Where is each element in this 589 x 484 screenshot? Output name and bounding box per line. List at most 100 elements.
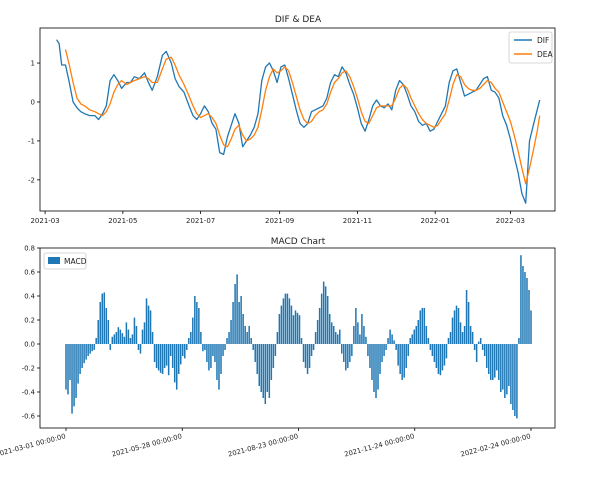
macd-bar bbox=[449, 332, 452, 344]
macd-bar bbox=[260, 344, 263, 392]
macd-bar bbox=[175, 344, 178, 390]
macd-y-tick-label: -0.6 bbox=[22, 413, 35, 421]
macd-bar bbox=[184, 344, 186, 359]
macd-bar bbox=[375, 344, 377, 398]
macd-bar bbox=[145, 298, 148, 344]
macd-bar bbox=[383, 344, 385, 356]
macd-bar bbox=[409, 338, 411, 344]
dif-dea-chart-title: DIF & DEA bbox=[275, 15, 322, 25]
macd-bar bbox=[401, 344, 403, 380]
dif-dea-y-tick-label: -2 bbox=[28, 176, 35, 184]
macd-bar bbox=[264, 344, 267, 404]
dif-dea-plot-frame bbox=[39, 27, 556, 212]
macd-bar bbox=[522, 266, 524, 344]
macd-bar bbox=[322, 281, 325, 344]
macd-bar bbox=[439, 344, 442, 376]
dif-dea-chart: DIF & DEA 2021-03 2021-05 2021-07 2021-09 20… bbox=[28, 15, 556, 225]
macd-bar bbox=[173, 344, 176, 383]
series-line-dea bbox=[64, 49, 541, 185]
macd-bar bbox=[268, 344, 271, 398]
macd-bar bbox=[334, 332, 337, 344]
macd-y-tick-label: -0.4 bbox=[22, 389, 35, 397]
macd-bar bbox=[95, 338, 97, 344]
macd-bar bbox=[343, 344, 345, 362]
macd-bar bbox=[423, 308, 426, 344]
macd-bar bbox=[266, 344, 269, 392]
macd-bar bbox=[200, 332, 202, 344]
macd-bar bbox=[443, 344, 446, 366]
macd-bar bbox=[232, 302, 234, 344]
macd-bar bbox=[393, 340, 395, 344]
macd-bar bbox=[141, 329, 144, 344]
macd-bar bbox=[387, 338, 389, 344]
macd-bar bbox=[324, 286, 327, 344]
macd-bar bbox=[286, 293, 289, 344]
macd-bar bbox=[208, 344, 210, 371]
macd-bar bbox=[504, 344, 506, 398]
macd-bar bbox=[186, 344, 188, 350]
macd-bar bbox=[125, 322, 128, 344]
macd-bar bbox=[198, 308, 200, 344]
macd-bar bbox=[391, 334, 393, 344]
macd-bar bbox=[151, 332, 154, 344]
macd-bar bbox=[75, 344, 77, 398]
dif-dea-x-axis: 2021-03 2021-05 2021-07 2021-09 2021-11 2022-… bbox=[30, 211, 525, 225]
macd-bar bbox=[224, 344, 226, 350]
dif-dea-x-tick-label: 2021-03 bbox=[30, 217, 59, 225]
macd-bar bbox=[473, 344, 476, 350]
macd-bar bbox=[526, 278, 528, 344]
macd-bar bbox=[210, 344, 212, 368]
macd-bar bbox=[294, 310, 297, 344]
macd-bar bbox=[304, 344, 307, 368]
macd-bar bbox=[461, 332, 464, 344]
macd-bar bbox=[413, 329, 415, 344]
macd-bar bbox=[202, 344, 204, 352]
macd-bar bbox=[91, 344, 93, 352]
macd-bar bbox=[341, 344, 343, 354]
macd-bar bbox=[79, 344, 81, 374]
macd-bar bbox=[274, 344, 277, 356]
macd-bar bbox=[528, 290, 530, 344]
macd-bar bbox=[363, 326, 365, 344]
macd-bar bbox=[163, 344, 166, 368]
macd-bar bbox=[492, 344, 494, 380]
macd-bar bbox=[113, 334, 116, 344]
macd-bar bbox=[339, 329, 341, 344]
macd-bar bbox=[65, 344, 67, 390]
macd-bar bbox=[214, 344, 216, 362]
macd-bar bbox=[161, 344, 164, 374]
macd-bar bbox=[479, 338, 482, 344]
macd-bar bbox=[143, 322, 146, 344]
dif-dea-x-tick-label: 2022-03 bbox=[496, 217, 525, 225]
macd-bar bbox=[165, 344, 168, 366]
macd-bar bbox=[427, 338, 430, 344]
macd-bar bbox=[93, 344, 95, 350]
macd-bar bbox=[502, 344, 504, 390]
macd-bar bbox=[153, 344, 156, 362]
macd-bar bbox=[248, 326, 250, 344]
macd-bar bbox=[220, 344, 222, 374]
macd-bar bbox=[262, 344, 265, 398]
macd-bar bbox=[177, 344, 180, 374]
macd-bar bbox=[419, 310, 422, 344]
macd-bar bbox=[457, 308, 460, 344]
macd-bar bbox=[516, 344, 518, 419]
macd-bar bbox=[236, 274, 238, 344]
dif-dea-x-tick-label: 2021-07 bbox=[186, 217, 215, 225]
macd-bar bbox=[256, 344, 258, 374]
macd-bar bbox=[288, 298, 291, 344]
macd-bar bbox=[298, 315, 301, 344]
macd-bar bbox=[139, 344, 142, 354]
macd-bar bbox=[399, 344, 401, 374]
macd-bar bbox=[218, 344, 220, 390]
macd-bar bbox=[459, 322, 462, 344]
dif-dea-x-tick-label: 2022-01 bbox=[421, 217, 450, 225]
macd-bar bbox=[496, 344, 498, 371]
macd-bar bbox=[238, 302, 240, 344]
macd-bar bbox=[453, 310, 456, 344]
macd-bar bbox=[81, 344, 83, 368]
macd-bar bbox=[367, 344, 369, 356]
macd-bar bbox=[310, 344, 313, 356]
macd-bar bbox=[361, 314, 363, 344]
